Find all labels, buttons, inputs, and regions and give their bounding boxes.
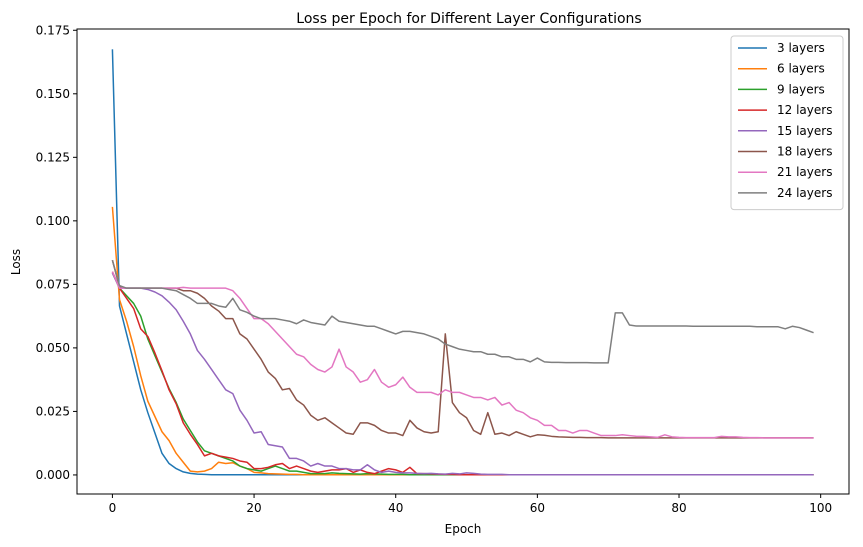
legend-label: 24 layers xyxy=(777,186,832,200)
x-axis: 0 20 40 60 80 100 xyxy=(109,494,832,515)
x-axis-label: Epoch xyxy=(445,522,482,536)
series-line-2 xyxy=(111,206,814,476)
legend: 3 layers 6 layers 9 layers 12 layers 15 laye… xyxy=(730,35,844,211)
x-tick-label: 80 xyxy=(671,501,686,515)
legend-label: 3 layers xyxy=(777,41,825,55)
plot-frame xyxy=(76,28,850,495)
series-line-3 xyxy=(111,272,814,476)
series-line-8 xyxy=(111,260,814,364)
y-tick-label: 0.175 xyxy=(36,23,70,37)
x-tick-label: 40 xyxy=(388,501,403,515)
legend-box xyxy=(730,35,844,211)
legend-label: 9 layers xyxy=(777,82,825,96)
y-tick-label: 0.100 xyxy=(36,214,70,228)
y-axis-label: Loss xyxy=(9,249,23,275)
legend-label: 21 layers xyxy=(777,165,832,179)
y-tick-label: 0.050 xyxy=(36,341,70,355)
x-tick-label: 100 xyxy=(809,501,832,515)
series-line-7 xyxy=(111,271,814,439)
y-tick-label: 0.025 xyxy=(36,404,70,418)
y-tick-label: 0.000 xyxy=(36,468,70,482)
chart-title: Loss per Epoch for Different Layer Confi… xyxy=(296,11,641,27)
y-tick-label: 0.125 xyxy=(36,150,70,164)
y-tick-label: 0.075 xyxy=(36,277,70,291)
x-tick-label: 20 xyxy=(246,501,261,515)
legend-label: 12 layers xyxy=(777,103,832,117)
y-tick-label: 0.150 xyxy=(36,87,70,101)
series-line-1 xyxy=(111,49,814,476)
x-tick-label: 60 xyxy=(530,501,545,515)
legend-label: 6 layers xyxy=(777,62,825,76)
x-tick-label: 0 xyxy=(109,501,117,515)
series-line-5 xyxy=(111,272,814,476)
y-axis: 0.000 0.025 0.050 0.075 0.100 0.125 0.150 0.175 xyxy=(36,23,77,482)
series-layer xyxy=(111,49,814,476)
legend-label: 18 layers xyxy=(777,145,832,159)
series-line-4 xyxy=(111,271,814,476)
legend-label: 15 layers xyxy=(777,124,832,138)
